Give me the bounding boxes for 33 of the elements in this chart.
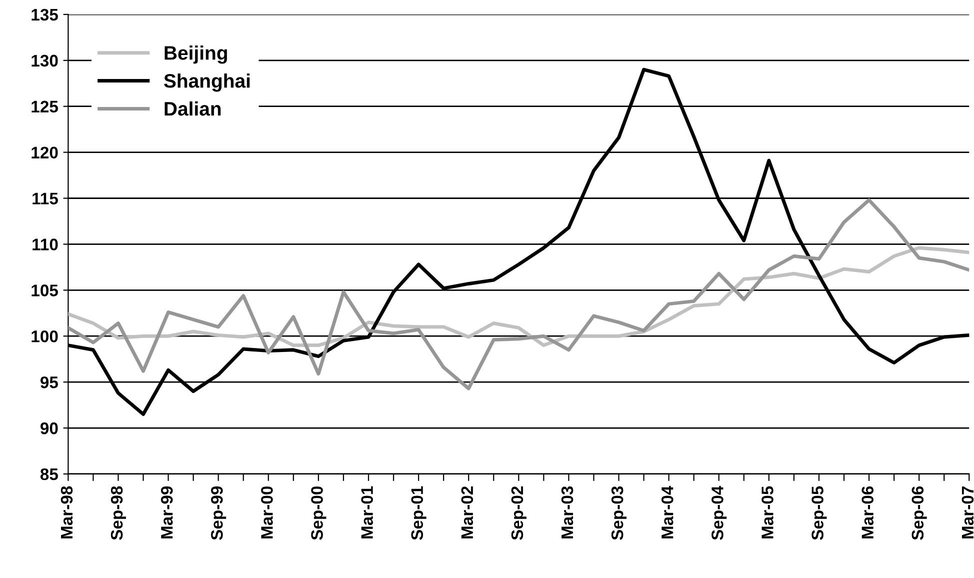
y-tick-label: 90: [40, 422, 58, 434]
x-tick-label: Mar-99: [160, 486, 173, 538]
x-tick-label: Mar-02: [461, 486, 474, 538]
y-tick-label: 135: [32, 8, 58, 21]
x-tick-label: Mar-98: [60, 486, 73, 538]
x-tick-label: Sep-04: [712, 486, 727, 540]
y-tick-label: 120: [32, 146, 58, 159]
y-tick-label: 130: [32, 54, 58, 67]
x-tick-label: Sep-02: [511, 486, 526, 540]
x-tick-label: Mar-03: [561, 486, 574, 538]
x-tick-label: Sep-01: [411, 486, 426, 540]
legend-label: Dalian: [164, 101, 221, 116]
x-tick-label: Mar-05: [762, 486, 774, 538]
y-tick-label: 115: [32, 192, 58, 204]
legend-label: Beijing: [164, 46, 227, 64]
x-tick-label: Sep-05: [812, 486, 827, 540]
x-tick-label: Mar-07: [962, 486, 974, 538]
x-tick-label: Mar-06: [862, 486, 874, 538]
x-tick-label: Mar-04: [661, 486, 674, 538]
x-tick-label: Sep-03: [611, 486, 627, 540]
x-tick-label: Sep-06: [912, 486, 927, 540]
y-tick-label: 85: [40, 468, 58, 480]
x-tick-label: Sep-00: [311, 486, 326, 540]
x-tick-label: Sep-99: [211, 486, 226, 540]
y-tick-label: 110: [32, 238, 58, 250]
x-tick-label: Mar-01: [361, 486, 373, 538]
legend-label: Shanghai: [164, 73, 250, 92]
y-tick-label: 125: [32, 100, 58, 113]
y-tick-label: 100: [32, 330, 58, 342]
y-tick-label: 95: [40, 376, 58, 388]
y-tick-label: 105: [32, 284, 58, 296]
x-tick-label: Sep-98: [110, 486, 126, 540]
x-tick-label: Mar-00: [261, 486, 273, 538]
